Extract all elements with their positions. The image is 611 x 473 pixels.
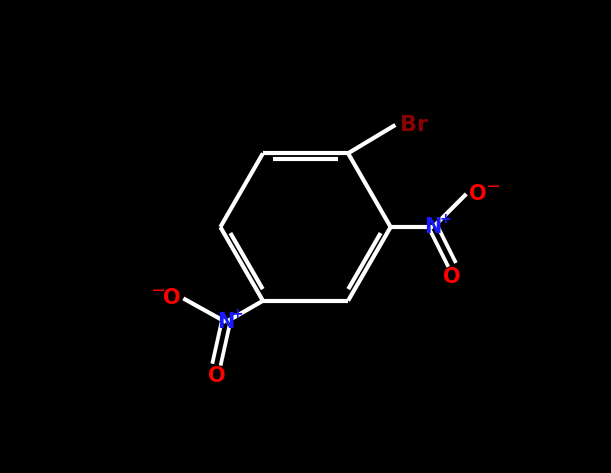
Text: N: N (425, 217, 442, 237)
Text: +: + (232, 307, 244, 321)
Text: −: − (150, 282, 165, 300)
Text: O: O (469, 184, 487, 204)
Text: +: + (439, 211, 451, 226)
Text: −: − (485, 178, 500, 196)
Text: Br: Br (400, 115, 428, 135)
Text: O: O (208, 367, 225, 386)
Text: O: O (444, 267, 461, 287)
Text: N: N (217, 312, 235, 332)
Text: O: O (163, 289, 180, 308)
